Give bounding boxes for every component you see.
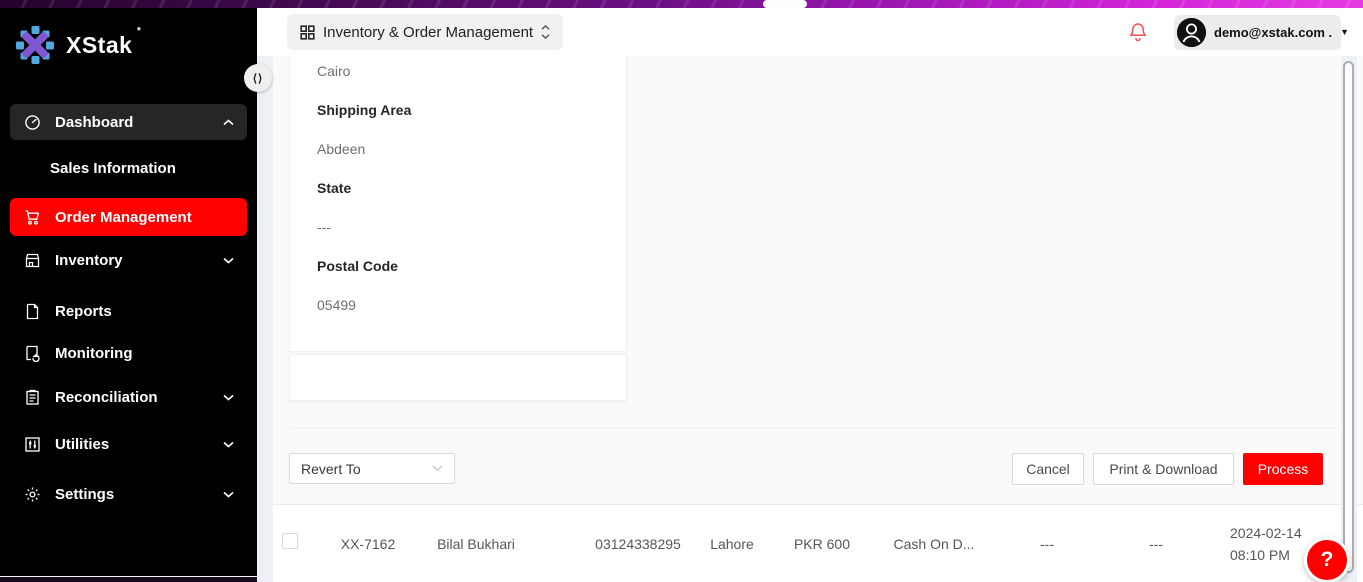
shipping-area-value: Abdeen	[317, 141, 366, 157]
orders-table: XX-7162 Bilal Bukhari 03124338295 Lahore…	[273, 504, 1363, 582]
gauge-icon	[24, 114, 41, 131]
notification-bell-button[interactable]	[1129, 22, 1147, 42]
chevron-down-icon	[223, 438, 235, 450]
action-buttons: Cancel Print & Download Process	[1012, 453, 1323, 485]
select-chevron-down-icon	[432, 465, 443, 472]
customer-name-cell: Bilal Bukhari	[437, 535, 515, 552]
sidebar-item-label: Order Management	[55, 208, 192, 226]
vertical-scrollbar-thumb[interactable]	[1343, 61, 1354, 573]
revert-to-value: Revert To	[301, 460, 361, 477]
report-icon	[24, 303, 41, 320]
order-id-cell: XX-7162	[340, 535, 396, 552]
gear-icon	[24, 486, 41, 503]
sidebar-item-label: Utilities	[55, 435, 110, 453]
app-switcher[interactable]: Inventory & Order Management	[287, 14, 564, 50]
bottom-edge-line	[0, 576, 257, 577]
date-line: 2024-02-14	[1230, 524, 1302, 541]
sidebar-item-label: Reports	[55, 302, 112, 320]
store-icon	[24, 252, 41, 269]
avatar	[1177, 17, 1206, 47]
table-row[interactable]: XX-7162 Bilal Bukhari 03124338295 Lahore…	[273, 505, 1363, 582]
sidebar-item-reconciliation[interactable]: Reconciliation	[10, 383, 247, 411]
sidebar-item-label: Sales Information	[50, 159, 176, 177]
process-button[interactable]: Process	[1243, 453, 1323, 485]
sidebar-item-sales-information[interactable]: Sales Information	[10, 156, 247, 180]
sidebar-item-label: Reconciliation	[55, 388, 158, 406]
monitoring-icon	[24, 345, 41, 362]
shipping-area-label: Shipping Area	[317, 102, 412, 118]
shipping-city-value: Cairo	[317, 63, 351, 79]
sidebar-item-order-management[interactable]: Order Management	[10, 198, 247, 236]
state-label: State	[317, 180, 352, 196]
strip-white-tab	[763, 0, 807, 8]
postal-code-value: 05499	[317, 297, 356, 313]
user-email: demo@xstak.com .	[1214, 24, 1333, 40]
phone-cell: 03124338295	[595, 535, 681, 552]
sidebar-item-label: Monitoring	[55, 344, 133, 362]
row-checkbox[interactable]	[282, 533, 298, 549]
chevron-down-icon	[223, 488, 235, 500]
sidebar-item-reports[interactable]: Reports	[10, 297, 247, 325]
swap-vertical-icon	[541, 25, 550, 39]
vertical-scrollbar-track[interactable]	[1341, 56, 1357, 582]
detail-panel-footer	[289, 354, 627, 401]
chevron-down-icon	[223, 254, 235, 266]
sliders-icon	[24, 436, 41, 453]
actions-row: Revert To Cancel Print & Download Proces…	[289, 453, 1323, 485]
clipboard-icon	[24, 389, 41, 406]
sidebar-item-monitoring[interactable]: Monitoring	[10, 339, 247, 367]
empty-cell: ---	[1149, 535, 1163, 552]
chevron-up-icon	[223, 116, 235, 128]
sidebar: XStak ● Dashboard Sales Information	[0, 8, 257, 576]
chevron-down-icon	[223, 391, 235, 403]
top-bar: Inventory & Order Management	[257, 8, 1363, 56]
section-divider	[289, 427, 1340, 428]
sidebar-item-settings[interactable]: Settings	[10, 480, 247, 508]
logo-text: XStak	[66, 31, 133, 58]
state-value: ---	[317, 219, 331, 235]
main-content: Cairo Shipping Area Abdeen State --- Pos…	[257, 56, 1363, 582]
datetime-cell: 2024-02-14 08:10 PM	[1230, 522, 1340, 566]
logo-trademark-dot: ●	[136, 24, 142, 33]
sidebar-item-label: Inventory	[55, 251, 123, 269]
help-button[interactable]: ?	[1304, 537, 1350, 582]
logo[interactable]: XStak ●	[0, 8, 257, 66]
amount-cell: PKR 600	[793, 535, 851, 552]
app-switcher-label: Inventory & Order Management	[323, 23, 534, 41]
sidebar-item-label: Settings	[55, 485, 115, 503]
sidebar-collapse-button[interactable]: ⟨⟩	[244, 64, 272, 92]
sidebar-item-utilities[interactable]: Utilities	[10, 430, 247, 458]
shipping-details-panel: Cairo Shipping Area Abdeen State --- Pos…	[289, 56, 627, 352]
browser-theme-strip	[0, 0, 1363, 8]
cancel-button[interactable]: Cancel	[1012, 453, 1084, 485]
sidebar-item-inventory[interactable]: Inventory	[10, 246, 247, 274]
bell-icon	[1129, 22, 1147, 42]
sidebar-item-label: Dashboard	[55, 113, 134, 131]
empty-cell: ---	[1040, 535, 1054, 552]
cart-icon	[24, 209, 41, 226]
xstak-logo-icon	[14, 24, 56, 66]
time-line: 08:10 PM	[1230, 546, 1290, 563]
user-menu[interactable]: demo@xstak.com . ▼	[1174, 14, 1349, 50]
strip-stripes	[0, 0, 1363, 8]
grid-icon	[300, 24, 315, 40]
sidebar-item-dashboard[interactable]: Dashboard	[10, 104, 247, 140]
print-download-button[interactable]: Print & Download	[1093, 453, 1234, 485]
content-left-gutter	[257, 56, 273, 582]
postal-code-label: Postal Code	[317, 258, 398, 274]
city-cell: Lahore	[710, 535, 754, 552]
caret-down-icon: ▼	[1340, 27, 1350, 37]
payment-method-cell: Cash On D...	[893, 535, 975, 552]
bottom-edge-strip	[0, 577, 257, 582]
sidebar-menu: Dashboard Sales Information Order Manage…	[10, 104, 247, 508]
revert-to-select[interactable]: Revert To	[289, 453, 455, 484]
